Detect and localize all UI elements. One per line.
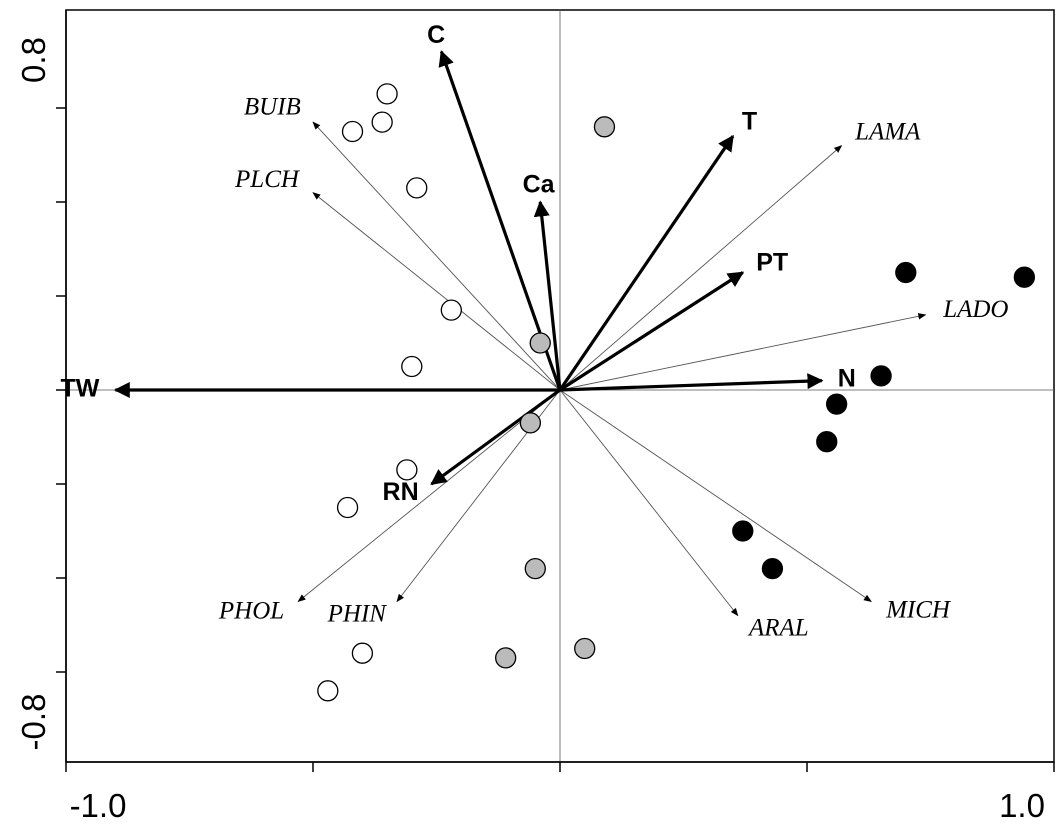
species-label: PLCH <box>234 166 301 193</box>
species-vectors: BUIB PLCH LAMA LADO PHOL PHIN ARAL MICH <box>218 94 1009 642</box>
sample-point <box>440 299 462 321</box>
species-label: BUIB <box>244 94 301 121</box>
sample-series-filled-circle-1 <box>495 116 616 669</box>
env-label: C <box>427 21 445 49</box>
sample-series-open-circle-0 <box>317 83 462 702</box>
species-arrow <box>559 145 843 391</box>
sample-point <box>519 412 542 434</box>
sample-point <box>593 116 616 138</box>
env-vector-rn: RN <box>383 388 561 506</box>
sample-point <box>406 177 428 199</box>
environmental-vectors: C Ca T PT N TW RN <box>61 21 856 506</box>
sample-point <box>761 557 784 580</box>
env-vector-pt: PT <box>559 248 788 392</box>
sample-point <box>351 642 374 664</box>
sample-point <box>825 393 848 415</box>
env-arrow <box>559 271 745 392</box>
env-vector-t: T <box>558 108 757 391</box>
sample-point <box>401 355 423 378</box>
sample-point <box>1013 266 1036 288</box>
env-vector-tw: TW <box>61 375 560 403</box>
sample-point <box>529 332 551 354</box>
sample-point <box>895 261 917 284</box>
species-vector-plch: PLCH <box>234 166 561 391</box>
env-vector-ca: Ca <box>523 171 562 391</box>
sample-point <box>732 520 754 542</box>
env-arrow <box>430 388 561 486</box>
sample-point <box>816 431 838 453</box>
env-arrow <box>558 134 735 391</box>
species-arrow <box>312 121 561 391</box>
species-vector-lama: LAMA <box>559 119 921 391</box>
env-label: T <box>742 108 757 136</box>
species-label: LAMA <box>854 119 921 146</box>
sample-point <box>317 680 339 702</box>
species-label: ARAL <box>747 614 809 641</box>
species-arrow <box>559 389 872 602</box>
sample-point <box>574 637 596 660</box>
env-label: Ca <box>523 171 556 199</box>
sample-point <box>396 459 418 481</box>
species-vector-buib: BUIB <box>244 94 561 391</box>
env-vector-n: N <box>559 365 856 393</box>
env-arrow <box>533 200 562 391</box>
sample-point <box>376 83 398 105</box>
species-arrow <box>559 313 927 391</box>
y-tick-label-min: -0.8 <box>15 694 52 751</box>
species-arrow <box>559 389 739 617</box>
species-label: PHIN <box>327 600 388 627</box>
env-label: TW <box>61 375 100 403</box>
sample-series-filled-circle-2 <box>732 261 1036 580</box>
sample-point <box>524 557 546 580</box>
species-arrow <box>297 389 561 603</box>
species-vector-phol: PHOL <box>218 389 561 625</box>
species-label: MICH <box>885 596 952 623</box>
species-vector-aral: ARAL <box>559 389 809 641</box>
env-arrow <box>559 373 824 392</box>
y-axis: 0.8 -0.8 <box>15 10 67 762</box>
species-vector-lado: LADO <box>559 296 1008 391</box>
sample-point <box>870 365 892 387</box>
sample-points <box>317 83 1036 702</box>
x-tick-label-min: -1.0 <box>70 787 127 824</box>
species-vector-mich: MICH <box>559 389 952 623</box>
sample-point <box>371 111 393 133</box>
env-label: N <box>838 365 856 393</box>
x-axis: -1.0 1.0 <box>65 761 1055 824</box>
env-label: RN <box>383 478 419 506</box>
species-label: LADO <box>942 296 1008 323</box>
species-label: PHOL <box>218 598 284 625</box>
sample-point <box>495 647 517 669</box>
sample-point <box>341 120 364 143</box>
x-tick-label-max: 1.0 <box>999 787 1045 824</box>
sample-point <box>336 496 359 519</box>
y-tick-label-max: 0.8 <box>15 37 52 83</box>
species-arrow <box>312 192 561 391</box>
env-label: PT <box>756 248 788 276</box>
